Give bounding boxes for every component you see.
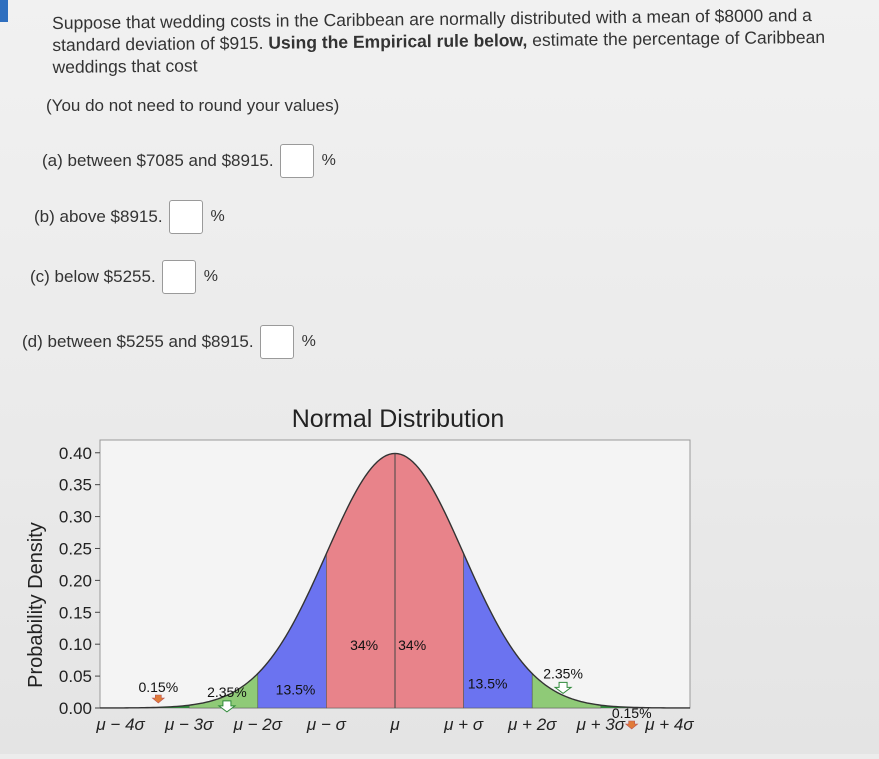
part-c-unit: % xyxy=(203,268,218,285)
region-percent-label: 13.5% xyxy=(468,675,508,691)
x-tick-label: μ − 4σ xyxy=(95,715,145,734)
region-percent-label: 34% xyxy=(350,637,378,653)
y-tick-label: 0.15 xyxy=(59,603,92,622)
x-tick-label: μ + 4σ xyxy=(644,715,694,734)
y-tick-label: 0.25 xyxy=(59,539,92,558)
down-arrow-icon xyxy=(217,700,237,713)
part-c-label: (c) below $5255. xyxy=(30,267,156,286)
y-tick-label: 0.05 xyxy=(59,667,92,686)
part-b-answer-input[interactable] xyxy=(168,200,203,234)
part-d-label: (d) between $5255 and $8915. xyxy=(22,332,254,351)
down-arrow-icon xyxy=(151,694,166,704)
region-percent-label: 2.35% xyxy=(543,665,583,681)
y-axis-label: Probability Density xyxy=(25,522,47,688)
part-a-unit: % xyxy=(321,152,336,169)
y-tick-label: 0.40 xyxy=(59,444,92,463)
y-tick-label: 0.20 xyxy=(59,571,92,590)
question-text: Suppose that wedding costs in the Caribb… xyxy=(52,3,868,78)
region-percent-label: 34% xyxy=(398,637,426,653)
region-percent-label: 13.5% xyxy=(276,681,316,697)
part-b-label: (b) above $8915. xyxy=(34,207,163,226)
tail-percent-label: 0.15% xyxy=(612,705,652,721)
part-a: (a) between $7085 and $8915. % xyxy=(42,144,336,178)
x-tick-label: μ xyxy=(389,715,400,734)
y-tick-label: 0.10 xyxy=(59,635,92,654)
part-d-unit: % xyxy=(301,333,316,350)
down-arrow-icon xyxy=(624,720,639,730)
down-arrow-icon xyxy=(553,681,573,694)
plot-area: 0.00 0.05 0.10 0.15 0.20 0.25 0.30 0.35 0.40 μ − … xyxy=(59,439,694,734)
x-tick-label: μ − σ xyxy=(306,715,347,734)
x-tick-label: μ + 2σ xyxy=(507,715,557,734)
part-c-answer-input[interactable] xyxy=(161,260,196,294)
x-tick-label: μ + σ xyxy=(443,715,484,734)
part-d: (d) between $5255 and $8915. % xyxy=(22,325,316,359)
part-c: (c) below $5255. % xyxy=(30,260,218,294)
x-tick-label: μ − 2σ xyxy=(233,715,283,734)
normal-distribution-chart: Normal Distribution Probability Density … xyxy=(0,395,879,754)
y-tick-label: 0.00 xyxy=(59,699,92,718)
chart-title: Normal Distribution xyxy=(292,405,505,433)
part-b: (b) above $8915. % xyxy=(34,200,225,234)
x-tick-label: μ + 3σ xyxy=(576,715,626,734)
part-a-label: (a) between $7085 and $8915. xyxy=(42,151,274,170)
window-edge-marker xyxy=(0,0,8,22)
y-tick-label: 0.30 xyxy=(59,508,92,527)
x-tick-label: μ − 3σ xyxy=(164,715,214,734)
region-percent-label: 2.35% xyxy=(207,684,247,700)
question-bold-instruction: Using the Empirical rule below, xyxy=(268,30,528,53)
tail-percent-label: 0.15% xyxy=(138,679,178,695)
y-tick-label: 0.35 xyxy=(59,476,92,495)
chart-svg: Normal Distribution Probability Density … xyxy=(25,405,694,734)
part-b-unit: % xyxy=(210,208,225,225)
part-d-answer-input[interactable] xyxy=(259,325,294,359)
part-a-answer-input[interactable] xyxy=(279,144,314,178)
rounding-note: (You do not need to round your values) xyxy=(46,96,340,115)
